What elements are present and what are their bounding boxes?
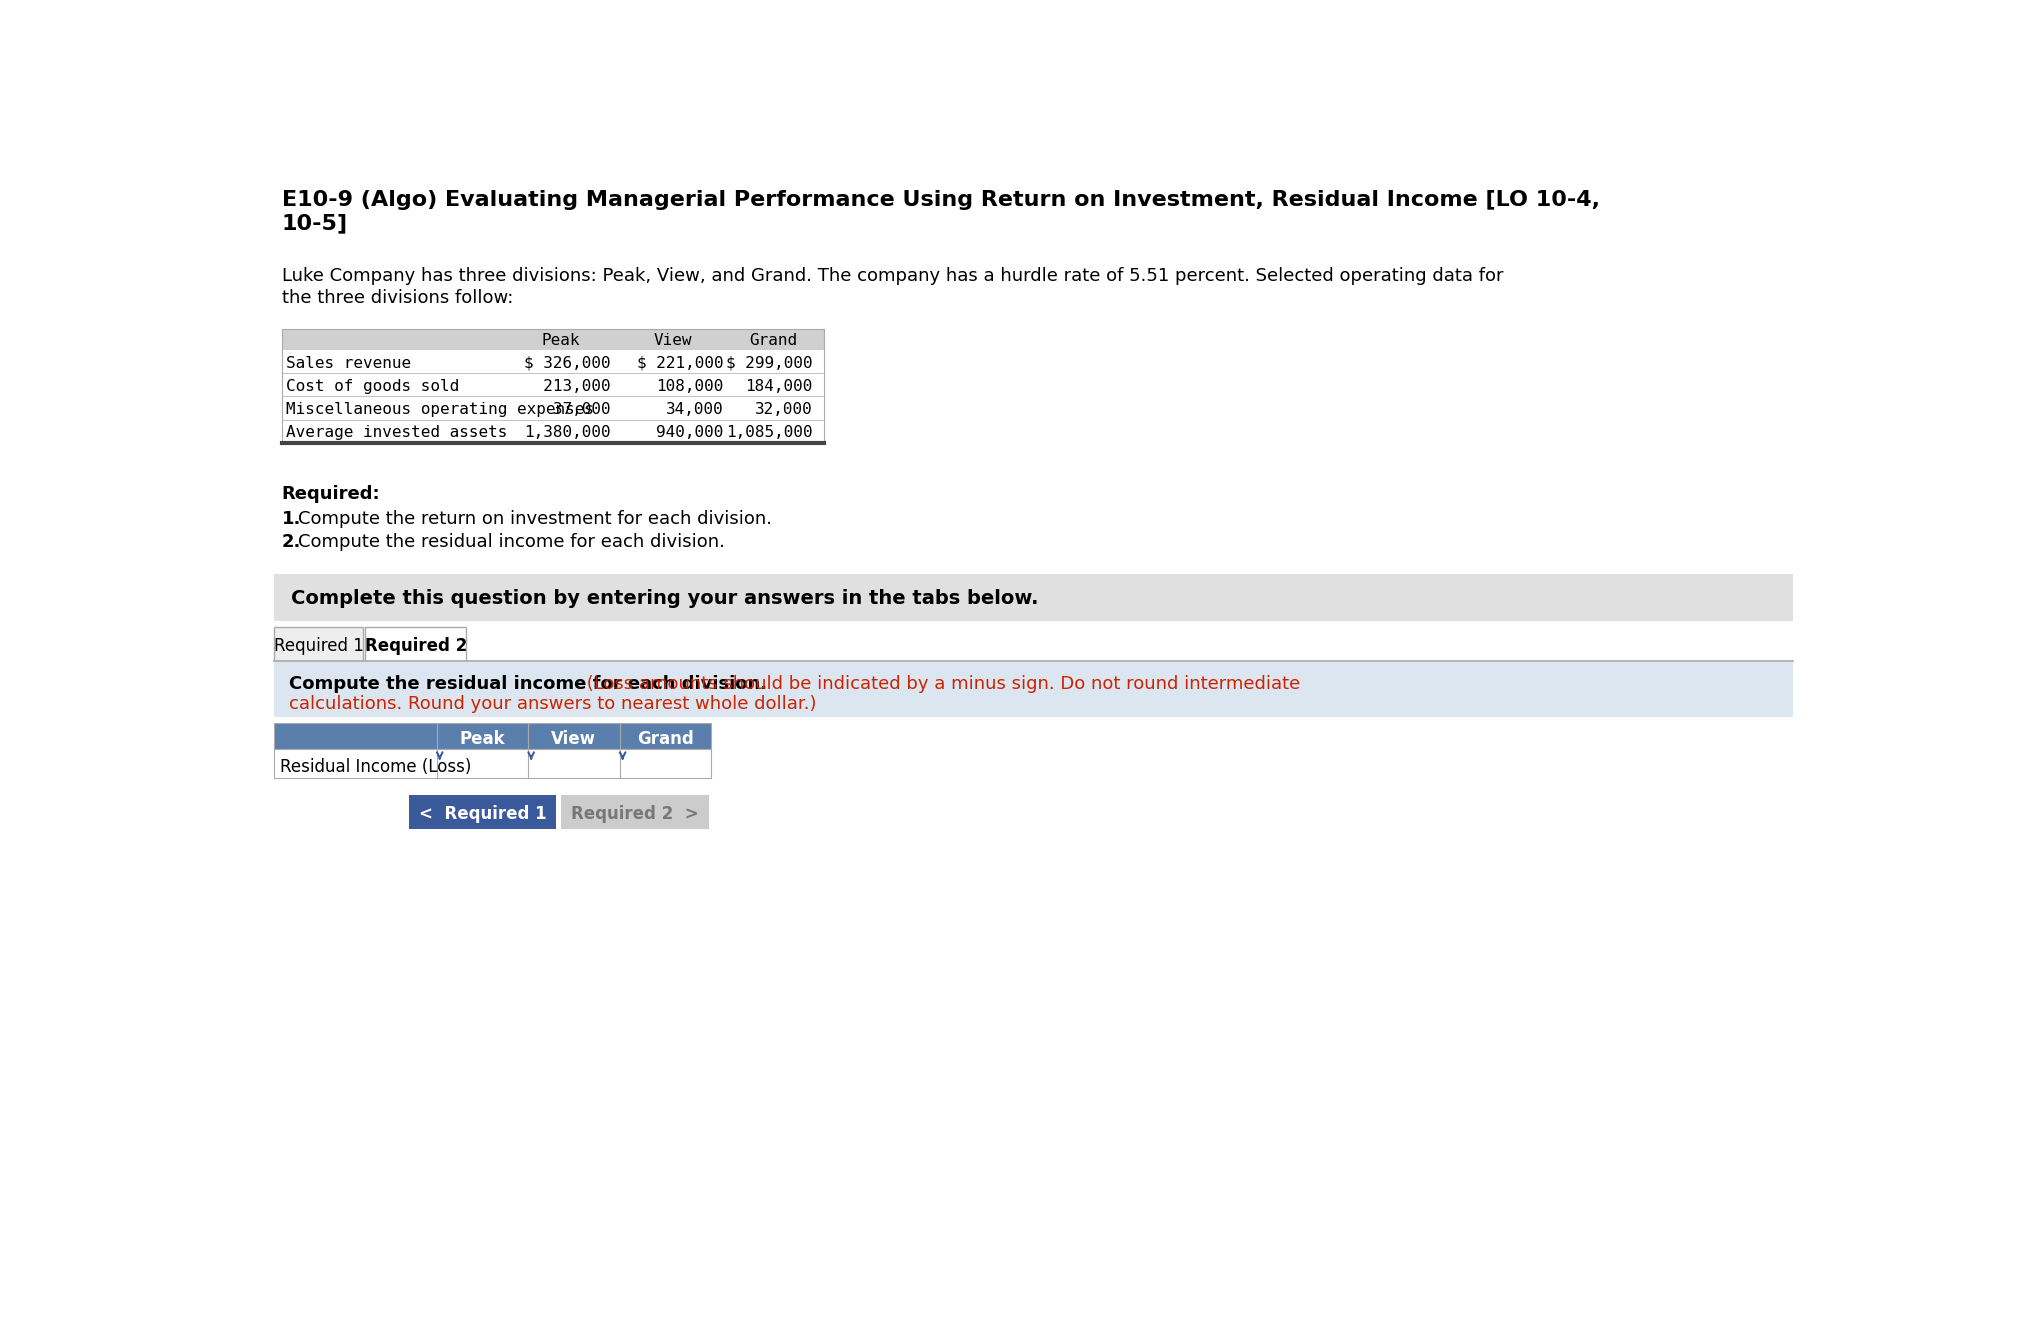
Bar [281, 420, 825, 443]
Text: 1,085,000: 1,085,000 [727, 426, 812, 440]
Text: Cost of goods sold: Cost of goods sold [285, 379, 458, 394]
Text: Luke Company has three divisions: Peak, View, and Grand. The company has a hurdl: Luke Company has three divisions: Peak, … [281, 267, 1503, 285]
Text: Complete this question by entering your answers in the tabs below.: Complete this question by entering your … [291, 590, 1038, 608]
Text: $ 221,000: $ 221,000 [637, 356, 723, 371]
Bar [275, 627, 362, 662]
Bar [366, 660, 466, 662]
Text: Compute the return on investment for each division.: Compute the return on investment for eac… [297, 510, 772, 528]
Text: 184,000: 184,000 [745, 379, 812, 394]
Text: 1,380,000: 1,380,000 [525, 426, 611, 440]
Bar [275, 750, 711, 779]
Text: Compute the residual income for each division.: Compute the residual income for each div… [297, 532, 725, 551]
Text: 940,000: 940,000 [656, 426, 723, 440]
Text: E10-9 (Algo) Evaluating Managerial Performance Using Return on Investment, Resid: E10-9 (Algo) Evaluating Managerial Perfo… [281, 191, 1600, 211]
Bar [275, 662, 1794, 716]
Bar [281, 374, 825, 396]
Text: 34,000: 34,000 [666, 402, 723, 416]
Text: Average invested assets: Average invested assets [285, 426, 507, 440]
Text: Required 2: Required 2 [364, 638, 466, 655]
Text: $ 299,000: $ 299,000 [727, 356, 812, 371]
Text: Required 1: Required 1 [273, 638, 362, 655]
Text: the three divisions follow:: the three divisions follow: [281, 288, 513, 307]
Bar [409, 795, 556, 830]
Text: 1.: 1. [281, 510, 301, 528]
Text: Grand: Grand [749, 334, 798, 348]
Bar [281, 351, 825, 374]
Text: 32,000: 32,000 [755, 402, 812, 416]
Text: (Loss amounts should be indicated by a minus sign. Do not round intermediate: (Loss amounts should be indicated by a m… [580, 675, 1301, 694]
Bar [281, 328, 825, 351]
Text: Miscellaneous operating expenses: Miscellaneous operating expenses [285, 402, 595, 416]
Text: 37,000: 37,000 [525, 402, 611, 416]
Bar [281, 396, 825, 420]
Text: $ 326,000: $ 326,000 [525, 356, 611, 371]
Text: Compute the residual income for each division.: Compute the residual income for each div… [289, 675, 768, 694]
Text: 10-5]: 10-5] [281, 213, 348, 233]
Text: Peak: Peak [460, 730, 505, 748]
Text: Required:: Required: [281, 486, 381, 503]
Bar [562, 795, 709, 830]
Text: Residual Income (Loss): Residual Income (Loss) [281, 758, 472, 775]
Text: Peak: Peak [542, 334, 580, 348]
Bar [281, 328, 825, 443]
Text: View: View [654, 334, 692, 348]
Text: calculations. Round your answers to nearest whole dollar.): calculations. Round your answers to near… [289, 695, 816, 714]
Text: Required 2  >: Required 2 > [572, 804, 698, 823]
Bar [364, 627, 466, 662]
Text: Grand: Grand [637, 730, 694, 748]
Text: View: View [552, 730, 597, 748]
Text: <  Required 1: < Required 1 [419, 804, 546, 823]
Text: Sales revenue: Sales revenue [285, 356, 411, 371]
Bar [275, 723, 711, 750]
Text: 213,000: 213,000 [525, 379, 611, 394]
Text: 108,000: 108,000 [656, 379, 723, 394]
Text: 2.: 2. [281, 532, 301, 551]
Bar [275, 574, 1794, 622]
